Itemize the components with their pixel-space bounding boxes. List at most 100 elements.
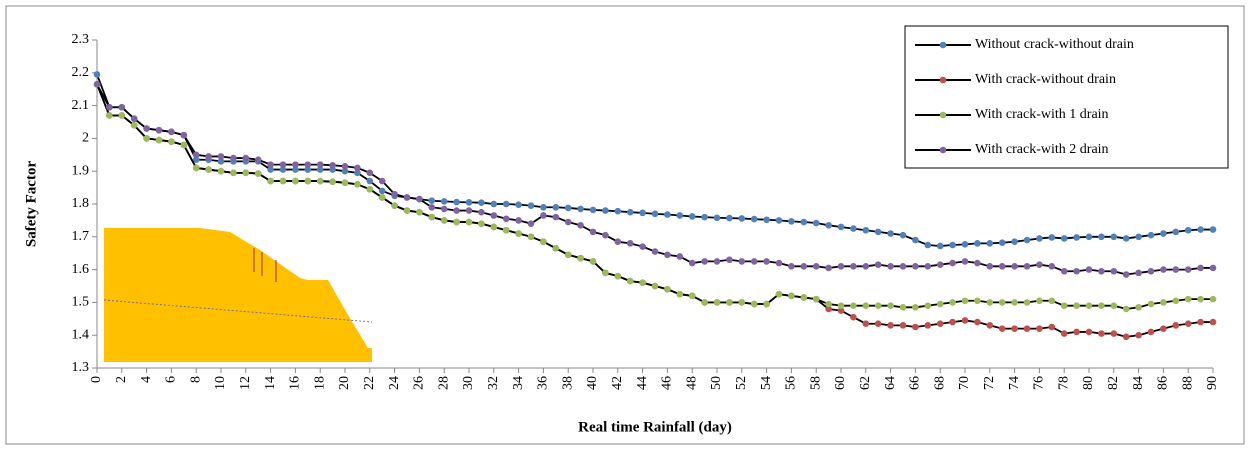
x-tick-label: 52 [734,376,749,390]
data-point [527,233,535,241]
data-point [1098,330,1105,337]
data-point [391,202,398,209]
data-point [254,156,262,164]
data-point [639,209,646,217]
data-point [837,223,845,231]
data-point [168,138,175,145]
data-point [961,317,969,324]
data-point [93,80,101,88]
data-point [490,223,498,231]
data-point [949,241,956,249]
data-point [924,241,932,249]
data-point [701,299,708,306]
data-point [1172,322,1180,329]
data-point [267,177,274,185]
data-point [453,218,460,226]
data-point [1048,234,1056,241]
data-point [1122,333,1130,341]
data-point [378,194,386,201]
x-tick-label: 44 [635,376,650,390]
y-tick-label: 1.7 [72,229,90,244]
data-point [639,243,646,250]
data-point [378,177,386,185]
x-tick-label: 76 [1032,376,1047,390]
legend-label: With crack-without drain [975,72,1116,87]
data-point [850,225,857,232]
data-point [1036,261,1043,268]
x-tick-label: 64 [883,376,898,390]
data-point [1209,264,1217,272]
data-point [254,170,262,177]
data-point [118,112,126,119]
data-point [304,177,312,185]
data-point [341,162,349,170]
data-point [1209,295,1217,303]
data-point [329,178,336,185]
data-point [428,197,436,205]
data-point [1048,297,1056,305]
data-point [986,322,994,329]
data-point [998,325,1006,332]
data-point [899,322,907,329]
data-point [1135,233,1142,241]
data-point [1197,318,1204,326]
data-point [887,302,894,309]
data-point [1011,325,1018,332]
data-point [1110,267,1118,275]
data-point [267,161,274,168]
data-point [577,254,584,262]
data-point [502,226,510,234]
data-point [354,164,361,172]
x-tick-label: 42 [610,376,625,390]
data-point [800,263,808,270]
x-tick-label: 12 [238,376,253,390]
data-point [688,259,696,267]
data-point [1135,269,1142,277]
data-point [316,166,324,173]
y-tick-label: 2 [82,131,89,146]
data-point [292,161,299,168]
data-point [478,220,485,227]
data-point [1110,330,1118,337]
x-tick-label: 0 [89,376,104,383]
y-tick-label: 2.3 [72,32,90,47]
data-point [354,181,361,188]
data-point [478,208,485,216]
data-point [1110,233,1118,241]
data-point [1085,233,1093,241]
data-point [602,207,609,214]
data-point [874,302,882,309]
data-point [974,259,981,267]
data-point [626,277,634,285]
x-tick-label: 90 [1205,376,1220,390]
x-tick-label: 20 [337,376,352,390]
data-point [564,204,572,212]
data-point [998,239,1006,247]
data-point [1023,325,1031,332]
data-point [180,131,188,139]
data-point [527,202,535,209]
x-tick-label: 46 [660,376,675,390]
data-point [850,313,857,321]
data-point [192,156,200,164]
data-point [626,208,634,216]
x-tick-label: 8 [188,376,203,383]
data-point [1060,330,1068,337]
data-point [949,318,956,326]
data-point [1011,299,1018,306]
data-point [986,299,994,306]
data-point [775,217,783,224]
data-point [552,244,560,252]
data-point [1122,271,1130,278]
data-point [825,264,832,272]
data-point [1098,267,1105,275]
data-point [812,263,820,270]
data-point [106,112,113,119]
data-point [986,263,994,270]
data-point [1135,304,1142,311]
data-point [862,302,870,309]
data-point [899,304,907,311]
data-point [651,282,659,290]
data-point [924,263,932,270]
